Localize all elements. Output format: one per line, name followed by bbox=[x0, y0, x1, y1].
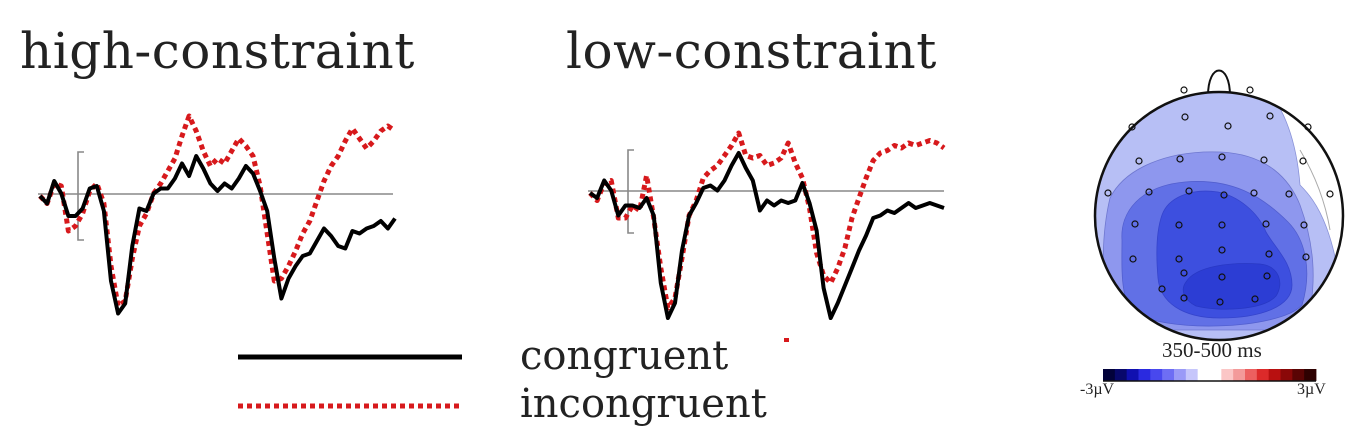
electrode-marker bbox=[1265, 250, 1273, 258]
topomap bbox=[1093, 69, 1345, 342]
electrode-marker bbox=[1175, 255, 1183, 263]
colorbar-segment bbox=[1174, 369, 1187, 381]
thin-contour-right bbox=[1299, 149, 1331, 231]
electrode-marker bbox=[1224, 122, 1232, 130]
colorbar-segment bbox=[1162, 369, 1175, 381]
colorbar-segment bbox=[1221, 369, 1234, 381]
colorbar bbox=[1103, 369, 1317, 381]
electrode-marker bbox=[1158, 285, 1166, 293]
electrode-marker bbox=[1218, 273, 1226, 281]
electrode-marker bbox=[1302, 253, 1310, 261]
electrodes bbox=[1104, 86, 1334, 306]
electrode-marker bbox=[1131, 220, 1139, 228]
electrode-marker bbox=[1216, 298, 1224, 306]
electrode-marker bbox=[1251, 295, 1259, 303]
colorbar-segment bbox=[1245, 369, 1258, 381]
colorbar-segment bbox=[1233, 369, 1246, 381]
high-constraint-panel bbox=[38, 113, 397, 316]
colorbar-segment bbox=[1126, 369, 1139, 381]
contour-level-5 bbox=[1182, 263, 1281, 310]
high-constraint-congruent-line bbox=[38, 154, 397, 316]
colorbar-segment bbox=[1280, 369, 1293, 381]
electrode-marker bbox=[1145, 188, 1153, 196]
low-constraint-y-axis bbox=[627, 149, 634, 234]
nose-shape bbox=[1207, 69, 1231, 97]
colorbar-segment bbox=[1114, 369, 1128, 381]
electrode-marker bbox=[1285, 190, 1293, 198]
colorbar-segment bbox=[1185, 369, 1199, 381]
electrode-marker bbox=[1218, 221, 1226, 229]
head-outline bbox=[1093, 90, 1345, 342]
electrode-marker bbox=[1180, 269, 1188, 277]
colorbar-max-label: 3µV bbox=[1297, 381, 1326, 398]
colorbar-segment bbox=[1103, 369, 1116, 381]
low-constraint-incongruent-line bbox=[588, 130, 946, 311]
electrode-marker bbox=[1176, 155, 1184, 163]
electrode-marker bbox=[1180, 294, 1188, 302]
high-constraint-incongruent-line bbox=[38, 113, 397, 309]
electrode-marker bbox=[1128, 123, 1136, 131]
electrode-marker bbox=[1250, 189, 1258, 197]
legend-incongruent-label: incongruent bbox=[520, 381, 767, 427]
electrode-marker bbox=[1304, 123, 1312, 131]
electrode-marker bbox=[1262, 220, 1270, 228]
electrode-marker bbox=[1299, 157, 1307, 165]
colorbar-segment bbox=[1304, 369, 1317, 381]
low-constraint-panel bbox=[588, 130, 946, 320]
electrode-marker bbox=[1220, 191, 1228, 199]
electrode-marker bbox=[1185, 187, 1193, 195]
electrode-marker bbox=[1218, 153, 1226, 161]
high-constraint-title: high-constraint bbox=[20, 22, 415, 80]
electrode-marker bbox=[1175, 221, 1183, 229]
legend-congruent-label: congruent bbox=[520, 333, 729, 379]
low-constraint-congruent-line bbox=[588, 151, 945, 320]
colorbar-segment bbox=[1150, 369, 1163, 381]
colorbar-segment bbox=[1138, 369, 1151, 381]
colorbar-segment bbox=[1209, 369, 1222, 381]
electrode-marker bbox=[1218, 246, 1226, 254]
electrode-marker bbox=[1300, 221, 1308, 229]
electrode-marker bbox=[1180, 86, 1188, 94]
electrode-marker bbox=[1129, 255, 1137, 263]
low-constraint-title: low-constraint bbox=[566, 22, 937, 80]
electrode-marker bbox=[1326, 190, 1334, 198]
electrode-marker bbox=[1181, 113, 1189, 121]
electrode-marker bbox=[1263, 272, 1271, 280]
colorbar-min-label: -3µV bbox=[1080, 381, 1115, 398]
electrode-marker bbox=[1104, 189, 1112, 197]
topomap-contours bbox=[1095, 92, 1343, 340]
electrode-marker bbox=[1260, 156, 1268, 164]
colorbar-segment bbox=[1268, 369, 1281, 381]
electrode-marker bbox=[1135, 157, 1143, 165]
red-mark bbox=[784, 338, 789, 342]
colorbar-segment bbox=[1256, 369, 1270, 381]
colorbar-segment bbox=[1292, 369, 1305, 381]
high-constraint-y-axis bbox=[77, 151, 84, 241]
electrode-marker bbox=[1266, 112, 1274, 120]
electrode-marker bbox=[1246, 86, 1254, 94]
topomap-time-window: 350-500 ms bbox=[1162, 338, 1262, 362]
colorbar-segment bbox=[1197, 369, 1210, 381]
